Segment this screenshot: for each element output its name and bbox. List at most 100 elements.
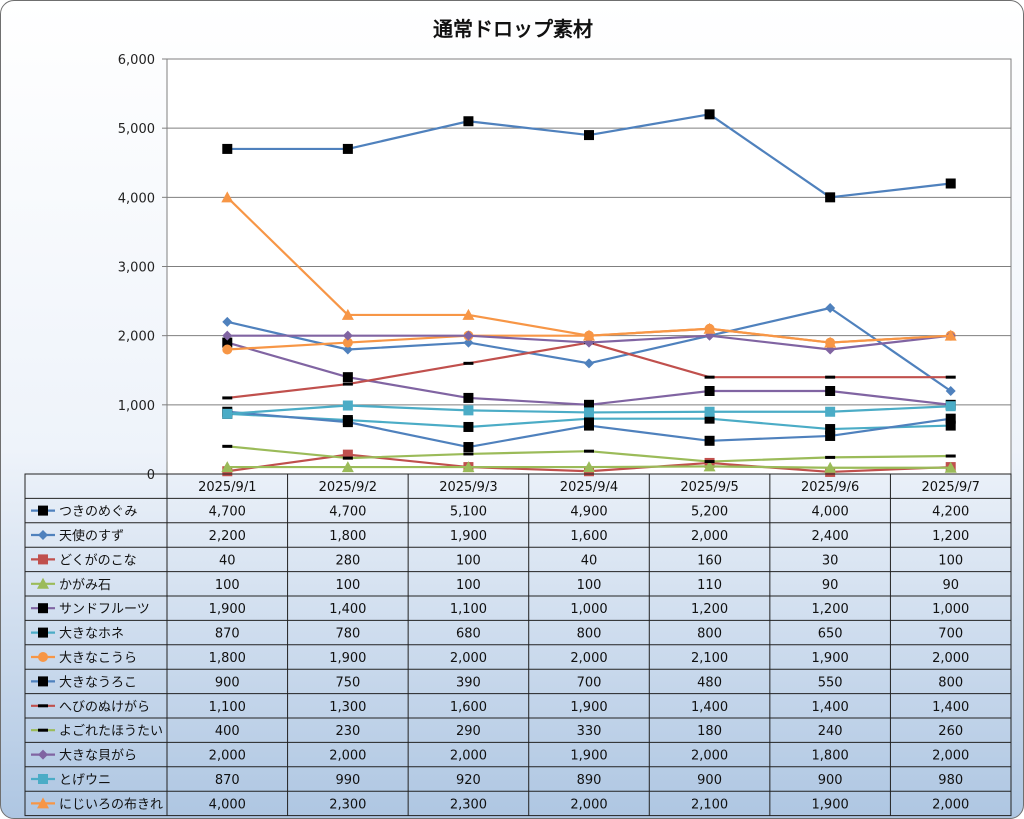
data-label: 280 [335, 553, 360, 568]
data-label: 90 [942, 578, 959, 593]
data-label: 1,300 [329, 700, 366, 715]
data-point [38, 652, 48, 662]
data-label: 680 [456, 627, 481, 642]
data-label: 2,000 [691, 749, 728, 764]
legend-key [31, 728, 55, 732]
data-point [463, 452, 474, 456]
legend-key [31, 505, 55, 516]
legend-entry: どくがのこな [59, 553, 137, 568]
data-label: 650 [818, 627, 843, 642]
data-point [825, 406, 836, 417]
legend-key [31, 603, 55, 614]
plot-area: 0 1,000 2,000 3,000 4,000 5,000 6,000 [118, 53, 1012, 483]
data-point [463, 421, 474, 432]
data-point [38, 728, 48, 732]
data-label: 100 [938, 553, 963, 568]
data-point [463, 337, 474, 348]
legend-entry: 大きなこうら [59, 651, 137, 666]
legend-entry: 天使のすず [59, 528, 124, 544]
x-tick-label: 2025/9/3 [439, 480, 497, 495]
legend-entry: とげウニ [59, 773, 111, 788]
data-label: 4,000 [812, 505, 849, 520]
data-point [825, 386, 836, 396]
data-label: 2,000 [932, 797, 969, 812]
data-label: 330 [577, 724, 602, 739]
x-tick-label: 2025/9/6 [801, 480, 859, 495]
data-label: 1,400 [932, 700, 969, 715]
data-label: 4,000 [209, 797, 246, 812]
data-label: 980 [938, 773, 963, 788]
data-point [38, 749, 48, 760]
data-point [825, 375, 836, 379]
x-tick-label: 2025/9/4 [560, 480, 618, 495]
data-point [584, 130, 594, 141]
data-label: 2,000 [932, 749, 969, 764]
data-point [945, 401, 956, 412]
data-point [462, 461, 475, 473]
data-point [342, 449, 353, 460]
data-point [584, 407, 594, 418]
data-label: 800 [938, 675, 963, 690]
data-point [462, 308, 475, 320]
data-point [342, 456, 353, 460]
data-point [583, 329, 595, 341]
chart-title: 通常ドロップ素材 [433, 17, 593, 41]
legend-key [31, 704, 55, 708]
legend-entry: 大きなホネ [59, 627, 124, 642]
data-label: 1,900 [570, 749, 607, 764]
series-13 [221, 191, 957, 348]
data-point [222, 143, 233, 154]
data-label: 290 [456, 724, 481, 739]
data-point [221, 461, 234, 473]
data-point [704, 386, 715, 396]
x-tick-label: 2025/9/2 [319, 480, 377, 495]
data-point [944, 461, 957, 473]
data-label: 1,400 [812, 700, 849, 715]
y-tick-label: 0 [147, 468, 155, 483]
data-label: 110 [697, 578, 722, 593]
data-point [825, 430, 836, 441]
legend-key [31, 530, 55, 540]
data-point [703, 322, 716, 334]
data-label: 700 [938, 627, 963, 642]
data-label: 2,000 [570, 651, 607, 666]
data-label: 1,200 [812, 602, 849, 617]
data-point [341, 308, 354, 320]
data-point [342, 382, 353, 386]
data-label: 2,000 [329, 749, 366, 764]
data-label: 4,700 [209, 505, 246, 520]
legend-key [31, 554, 55, 565]
data-label: 1,900 [812, 797, 849, 812]
data-point [945, 413, 956, 424]
data-label: 2,000 [691, 529, 728, 544]
data-point [945, 386, 956, 396]
data-label: 870 [215, 773, 240, 788]
legend-key [31, 749, 55, 760]
data-label: 100 [577, 578, 602, 593]
data-point [342, 400, 353, 411]
data-point [945, 375, 956, 379]
data-point [341, 461, 354, 473]
data-label: 1,600 [570, 529, 607, 544]
legend-entry: よごれたほうたい [59, 723, 163, 739]
data-point [463, 442, 474, 453]
data-point [463, 361, 474, 365]
data-point [825, 192, 836, 203]
data-point [38, 627, 48, 638]
data-point [38, 676, 48, 687]
data-point [824, 461, 837, 473]
data-label: 40 [219, 553, 236, 568]
data-label: 2,000 [570, 797, 607, 812]
data-label: 750 [335, 675, 360, 690]
data-label: 4,700 [329, 505, 366, 520]
legend-entry: 大きな貝がら [59, 749, 137, 764]
data-point [222, 408, 233, 419]
data-label: 1,900 [329, 651, 366, 666]
data-point [704, 413, 715, 424]
data-point [38, 530, 48, 540]
data-label: 870 [215, 627, 240, 642]
data-label: 100 [215, 578, 240, 593]
data-label: 1,000 [570, 602, 607, 617]
data-label: 2,200 [209, 529, 246, 544]
